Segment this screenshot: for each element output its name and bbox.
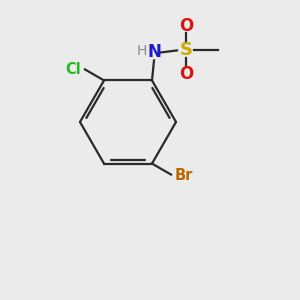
Text: H: H (137, 44, 147, 58)
Text: O: O (179, 65, 193, 83)
Text: Br: Br (175, 168, 193, 183)
Text: S: S (179, 41, 193, 59)
Text: Cl: Cl (65, 62, 81, 77)
Text: O: O (179, 17, 193, 35)
Text: N: N (147, 44, 161, 62)
